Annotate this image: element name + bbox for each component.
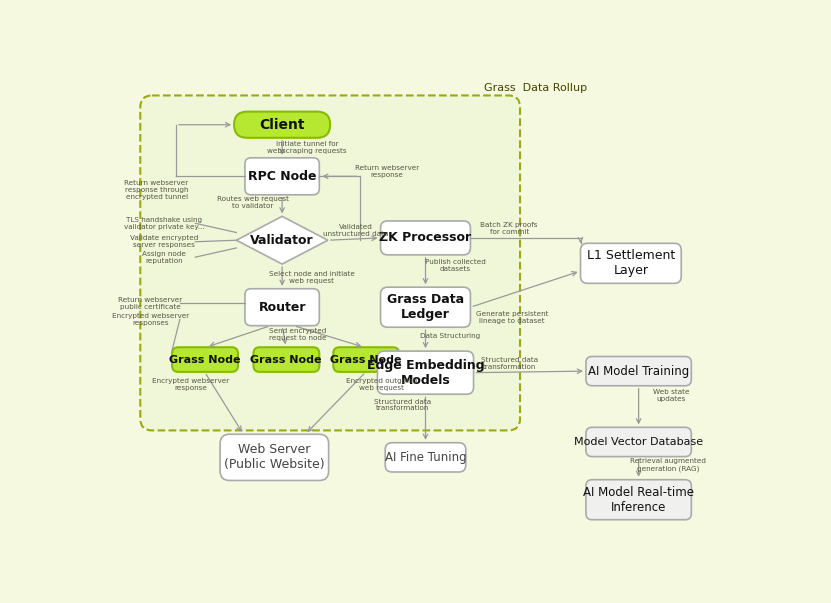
FancyBboxPatch shape: [253, 347, 319, 372]
Text: Web Server
(Public Website): Web Server (Public Website): [224, 443, 325, 472]
Text: Edge Embedding
Models: Edge Embedding Models: [366, 359, 484, 387]
Text: Select node and initiate
web request: Select node and initiate web request: [268, 271, 355, 283]
Text: Return webserver
response through
encrypted tunnel: Return webserver response through encryp…: [125, 180, 189, 200]
Text: Structured data
transformation: Structured data transformation: [480, 357, 538, 370]
FancyBboxPatch shape: [581, 243, 681, 283]
FancyBboxPatch shape: [586, 480, 691, 520]
FancyBboxPatch shape: [140, 95, 520, 431]
Text: Assign node
reputation: Assign node reputation: [142, 251, 186, 264]
Polygon shape: [236, 216, 328, 264]
Text: Grass Node: Grass Node: [250, 355, 322, 365]
Text: Validator: Validator: [250, 234, 314, 247]
Text: Grass Data
Ledger: Grass Data Ledger: [387, 293, 464, 321]
Text: Encrypted webserver
responses: Encrypted webserver responses: [111, 313, 189, 326]
FancyBboxPatch shape: [245, 158, 319, 195]
FancyBboxPatch shape: [245, 289, 319, 326]
Text: AI Model Training: AI Model Training: [588, 365, 689, 377]
Text: Publish collected
datasets: Publish collected datasets: [425, 259, 485, 272]
Text: RPC Node: RPC Node: [248, 170, 317, 183]
FancyBboxPatch shape: [220, 434, 328, 481]
Text: Router: Router: [258, 301, 306, 314]
Text: Model Vector Database: Model Vector Database: [574, 437, 703, 447]
Text: Grass Node: Grass Node: [169, 355, 240, 365]
Text: Generate persistent
lineage to dataset: Generate persistent lineage to dataset: [476, 312, 548, 324]
Text: AI Model Real-time
Inference: AI Model Real-time Inference: [583, 485, 694, 514]
Text: Batch ZK proofs
for commit: Batch ZK proofs for commit: [480, 222, 538, 235]
Text: Initiate tunnel for
webscraping requests: Initiate tunnel for webscraping requests: [267, 141, 347, 154]
Text: Validated
unstructured data: Validated unstructured data: [323, 224, 388, 238]
Text: Data Structuring: Data Structuring: [420, 333, 480, 339]
Text: AI Fine Tuning: AI Fine Tuning: [385, 451, 466, 464]
FancyBboxPatch shape: [586, 356, 691, 386]
FancyBboxPatch shape: [377, 351, 474, 394]
Text: Routes web request
to validator: Routes web request to validator: [217, 196, 288, 209]
Text: Send encrypted
request to node: Send encrypted request to node: [269, 329, 327, 341]
Text: L1 Settlement
Layer: L1 Settlement Layer: [587, 249, 675, 277]
FancyBboxPatch shape: [333, 347, 399, 372]
Text: Grass Node: Grass Node: [330, 355, 401, 365]
Text: Encrypted outgoing
web request: Encrypted outgoing web request: [346, 377, 417, 391]
FancyBboxPatch shape: [381, 221, 470, 255]
FancyBboxPatch shape: [386, 443, 466, 472]
FancyBboxPatch shape: [381, 287, 470, 327]
Text: Encrypted webserver
response: Encrypted webserver response: [152, 377, 229, 391]
Text: ZK Processor: ZK Processor: [380, 232, 471, 244]
FancyBboxPatch shape: [172, 347, 238, 372]
Text: Validate encrypted
server responses: Validate encrypted server responses: [130, 235, 199, 248]
Text: Structured data
transformation: Structured data transformation: [374, 399, 430, 411]
Text: TLS handshake using
validator private key...: TLS handshake using validator private ke…: [124, 217, 204, 230]
FancyBboxPatch shape: [586, 428, 691, 456]
FancyBboxPatch shape: [234, 112, 330, 138]
Text: Return webserver
public certificate: Return webserver public certificate: [118, 297, 183, 310]
Text: Web state
updates: Web state updates: [653, 390, 690, 402]
Text: Client: Client: [259, 118, 305, 131]
Text: Retrieval augmented
generation (RAG): Retrieval augmented generation (RAG): [630, 458, 706, 472]
Text: Return webserver
response: Return webserver response: [355, 165, 419, 178]
Text: Grass  Data Rollup: Grass Data Rollup: [484, 83, 587, 93]
